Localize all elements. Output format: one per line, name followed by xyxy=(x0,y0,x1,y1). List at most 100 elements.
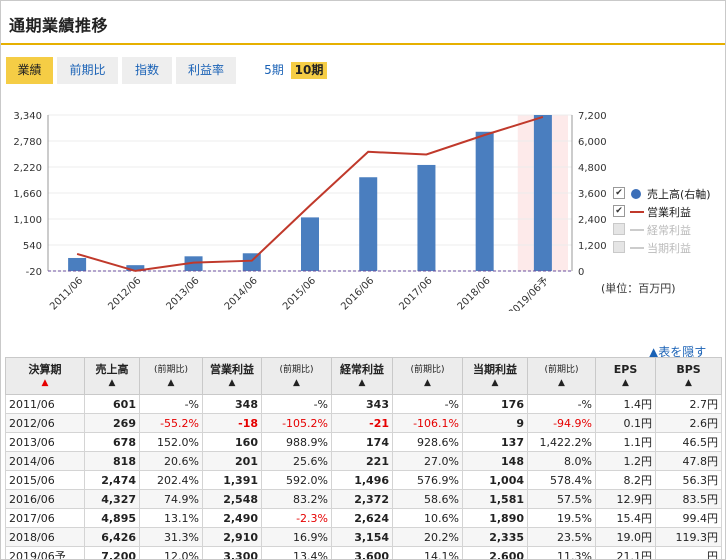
sales-bar xyxy=(417,164,436,271)
line-swatch-icon xyxy=(630,229,644,231)
sort-arrow-icon[interactable]: ▲ xyxy=(167,378,175,388)
column-header[interactable]: 営業利益 ▲ xyxy=(202,357,262,395)
table-cell: 160 xyxy=(202,432,262,452)
left-axis-tick-label: 2,780 xyxy=(13,137,42,148)
table-cell: 3,154 xyxy=(331,527,393,547)
column-header-label: (前期比) xyxy=(279,365,314,375)
table-cell: 2,474 xyxy=(84,470,140,490)
column-header-label: 経常利益 xyxy=(340,363,384,376)
legend-item-operating-profit[interactable]: ✔ 営業利益 xyxy=(613,203,723,219)
table-cell: 678 xyxy=(84,432,140,452)
column-header[interactable]: (前期比) ▲ xyxy=(139,357,203,395)
tab-results[interactable]: 業績 xyxy=(6,57,53,84)
column-header[interactable]: 売上高 ▲ xyxy=(84,357,140,395)
legend-label: 当期利益 xyxy=(647,242,691,255)
period-10-button[interactable]: 10期 xyxy=(291,62,327,79)
left-axis-tick-label: 1,100 xyxy=(13,215,42,226)
table-cell: -94.9% xyxy=(527,413,596,433)
table-cell: -18 xyxy=(202,413,262,433)
table-cell: 818 xyxy=(84,451,140,471)
fiscal-period-cell: 2018/06 xyxy=(5,527,85,547)
table-cell: 19.0円 xyxy=(595,527,656,547)
table-cell: 578.4% xyxy=(527,470,596,490)
table-cell: 15.4円 xyxy=(595,508,656,528)
x-axis-tick-label: 2017/06 xyxy=(397,275,434,311)
table-cell: 46.5円 xyxy=(655,432,722,452)
sort-arrow-icon[interactable]: ▲ xyxy=(491,378,499,388)
table-cell: 592.0% xyxy=(261,470,332,490)
sort-arrow-icon[interactable]: ▲ xyxy=(685,378,692,388)
right-axis-tick-label: 7,200 xyxy=(578,111,607,122)
table-cell: 0.1円 xyxy=(595,413,656,433)
sort-arrow-icon[interactable]: ▲ xyxy=(558,378,565,388)
period-5-button[interactable]: 5期 xyxy=(264,63,284,77)
checkbox-checked-icon[interactable]: ✔ xyxy=(613,187,625,199)
page-title: 通期業績推移 xyxy=(9,16,109,35)
column-header[interactable]: 経常利益 ▲ xyxy=(331,357,393,395)
performance-chart: 3,340 7,200 2,780 6,000 2,220 4,800 1,660 3,600… xyxy=(1,93,725,320)
table-cell: 31.3% xyxy=(139,527,203,547)
table-cell: 25.6% xyxy=(261,451,332,471)
legend-item-net-profit[interactable]: 当期利益 xyxy=(613,239,723,255)
table-cell: 16.9% xyxy=(261,527,332,547)
checkbox-checked-icon[interactable]: ✔ xyxy=(613,205,625,217)
column-header[interactable]: BPS ▲ xyxy=(655,357,722,395)
table-cell: 119.3円 xyxy=(655,527,722,547)
column-header-label: 当期利益 xyxy=(473,363,517,376)
x-axis-tick-label: 2012/06 xyxy=(106,275,143,311)
column-header[interactable]: EPS ▲ xyxy=(595,357,656,395)
table-cell: 148 xyxy=(462,451,528,471)
table-cell: 343 xyxy=(331,394,393,414)
table-cell: 4,327 xyxy=(84,489,140,509)
sales-bar xyxy=(359,177,378,271)
sort-arrow-icon[interactable]: ▲ xyxy=(358,378,366,388)
tab-index[interactable]: 指数 xyxy=(122,57,172,84)
sort-arrow-icon[interactable]: ▲ xyxy=(108,378,116,388)
sort-arrow-icon[interactable]: ▲ xyxy=(228,378,236,388)
tab-margin[interactable]: 利益率 xyxy=(176,57,236,84)
table-cell: 4,895 xyxy=(84,508,140,528)
table-cell: 601 xyxy=(84,394,140,414)
table-header-row: 決算期 ▲ 売上高 ▲ (前期比) ▲ 営業利益 ▲ (前期比) ▲ 経常利益 ▲ (前期比) ▲ 当期利益… xyxy=(5,357,722,395)
panel-header: 通期業績推移 xyxy=(1,1,725,45)
column-header[interactable]: 決算期 ▲ xyxy=(5,357,85,395)
column-header[interactable]: (前期比) ▲ xyxy=(261,357,332,395)
column-header-label: 営業利益 xyxy=(210,363,254,376)
table-cell: 12.9円 xyxy=(595,489,656,509)
table-cell: 1,391 xyxy=(202,470,262,490)
checkbox-unchecked-icon[interactable] xyxy=(613,223,625,235)
table-cell: 13.4% xyxy=(261,546,332,559)
sort-arrow-icon[interactable]: ▲ xyxy=(424,378,431,388)
table-cell: 176 xyxy=(462,394,528,414)
table-row: 2013/06 678 152.0% 160 988.9% 174 928.6% 137 1,4… xyxy=(5,432,722,452)
x-axis-tick-label: 2018/06 xyxy=(456,275,493,311)
table-cell: 3,300 xyxy=(202,546,262,559)
sort-arrow-icon[interactable]: ▲ xyxy=(41,378,49,388)
hide-table-link[interactable]: ▲表を隠す xyxy=(649,345,707,359)
sort-arrow-icon[interactable]: ▲ xyxy=(293,378,300,388)
fiscal-period-cell: 2017/06 xyxy=(5,508,85,528)
checkbox-unchecked-icon[interactable] xyxy=(613,241,625,253)
table-cell: -105.2% xyxy=(261,413,332,433)
column-header-label: (前期比) xyxy=(153,365,189,375)
column-header[interactable]: (前期比) ▲ xyxy=(392,357,463,395)
table-cell: 12.0% xyxy=(139,546,203,559)
legend-item-sales[interactable]: ✔ 売上高(右軸) xyxy=(613,185,723,201)
table-cell: 1,581 xyxy=(462,489,528,509)
table-cell: 円 xyxy=(655,546,722,559)
left-axis-tick-label: 3,340 xyxy=(13,111,42,122)
table-cell: 221 xyxy=(331,451,393,471)
sales-bar xyxy=(184,256,203,271)
table-cell: 83.5円 xyxy=(655,489,722,509)
table-cell: -% xyxy=(139,394,203,414)
column-header[interactable]: (前期比) ▲ xyxy=(527,357,596,395)
x-axis-tick-label: 2019/06予 xyxy=(506,275,551,311)
fiscal-period-cell: 2015/06 xyxy=(5,470,85,490)
column-header[interactable]: 当期利益 ▲ xyxy=(462,357,528,395)
table-cell: 20.6% xyxy=(139,451,203,471)
table-cell: 14.1% xyxy=(392,546,463,559)
legend-item-ordinary-profit[interactable]: 経常利益 xyxy=(613,221,723,237)
sort-arrow-icon[interactable]: ▲ xyxy=(622,378,629,388)
table-cell: 19.5% xyxy=(527,508,596,528)
tab-yoy[interactable]: 前期比 xyxy=(57,57,118,84)
